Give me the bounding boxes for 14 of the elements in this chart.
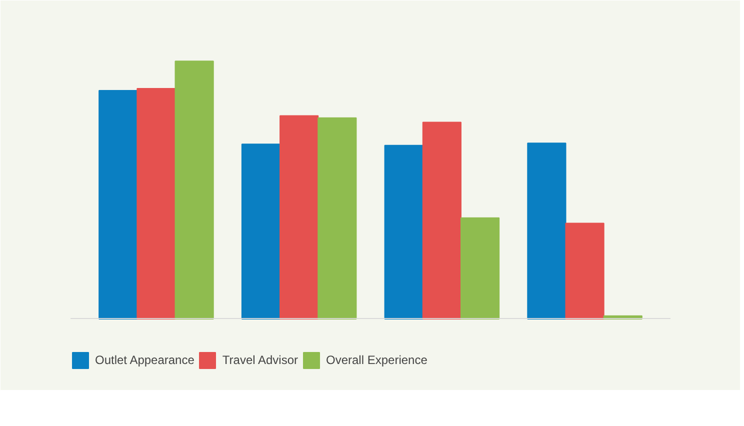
bar [136,88,176,320]
bar [527,142,566,320]
legend-label: Outlet Appearance [95,353,194,367]
bar [460,217,500,320]
bar [422,122,462,320]
legend-label: Overall Experience [326,353,428,367]
bar [384,144,424,320]
bar [98,90,138,320]
bar [318,117,357,320]
bar [565,222,604,320]
legend-label: Travel Advisor [222,353,298,367]
bar [174,60,214,320]
bar [241,144,281,320]
bar [280,115,319,320]
